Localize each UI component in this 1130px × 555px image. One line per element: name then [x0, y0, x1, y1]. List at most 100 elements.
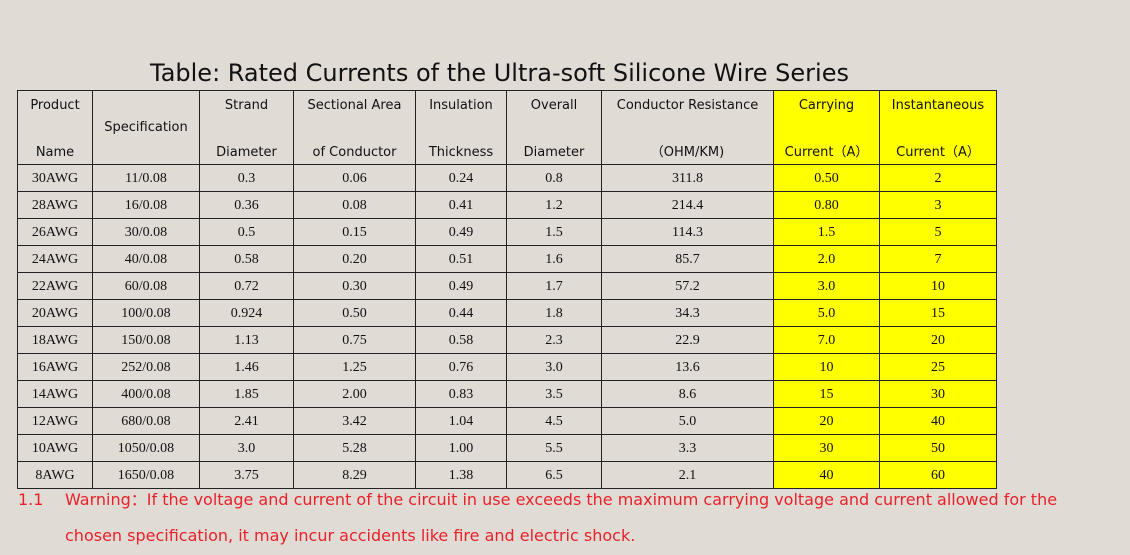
sectional-area-cell: 0.06 — [293, 164, 416, 192]
strand-diameter-cell: 3.0 — [199, 434, 294, 462]
conductor-resistance-cell: 34.3 — [601, 299, 774, 327]
strand-diameter-cell: 1.46 — [199, 353, 294, 381]
insulation-thickness-cell: 0.24 — [415, 164, 507, 192]
carrying-current-cell: 30 — [773, 434, 880, 462]
table-row: 20AWG 100/0.08 0.924 0.50 0.44 1.8 34.3 5.0 15 — [17, 299, 997, 327]
instantaneous-current-cell: 30 — [879, 380, 997, 408]
overall-diameter-cell: 1.7 — [506, 272, 602, 300]
product-name-cell: 12AWG — [17, 407, 93, 435]
header-carrying-current: Carrying Current（A） — [773, 90, 880, 165]
instantaneous-current-cell: 60 — [879, 461, 997, 489]
product-name-cell: 16AWG — [17, 353, 93, 381]
sectional-area-cell: 0.30 — [293, 272, 416, 300]
instantaneous-current-cell: 50 — [879, 434, 997, 462]
insulation-thickness-cell: 0.44 — [415, 299, 507, 327]
header-overall-diameter: Overall Diameter — [506, 90, 602, 165]
insulation-thickness-cell: 0.49 — [415, 272, 507, 300]
sectional-area-cell: 0.20 — [293, 245, 416, 273]
conductor-resistance-cell: 13.6 — [601, 353, 774, 381]
instantaneous-current-cell: 7 — [879, 245, 997, 273]
insulation-thickness-cell: 0.83 — [415, 380, 507, 408]
carrying-current-cell: 3.0 — [773, 272, 880, 300]
insulation-thickness-cell: 0.49 — [415, 218, 507, 246]
header-insulation-thickness: Insulation Thickness — [415, 90, 507, 165]
specification-cell: 400/0.08 — [92, 380, 200, 408]
insulation-thickness-cell: 1.04 — [415, 407, 507, 435]
specification-cell: 1050/0.08 — [92, 434, 200, 462]
strand-diameter-cell: 0.3 — [199, 164, 294, 192]
specification-cell: 680/0.08 — [92, 407, 200, 435]
product-name-cell: 10AWG — [17, 434, 93, 462]
product-name-cell: 20AWG — [17, 299, 93, 327]
instantaneous-current-cell: 3 — [879, 191, 997, 219]
carrying-current-cell: 40 — [773, 461, 880, 489]
product-name-cell: 14AWG — [17, 380, 93, 408]
header-conductor-resistance: Conductor Resistance （OHM/KM) — [601, 90, 774, 165]
overall-diameter-cell: 3.0 — [506, 353, 602, 381]
table-row: 8AWG 1650/0.08 3.75 8.29 1.38 6.5 2.1 40 60 — [17, 461, 997, 489]
sectional-area-cell: 0.75 — [293, 326, 416, 354]
sectional-area-cell: 2.00 — [293, 380, 416, 408]
product-name-cell: 8AWG — [17, 461, 93, 489]
instantaneous-current-cell: 10 — [879, 272, 997, 300]
strand-diameter-cell: 0.72 — [199, 272, 294, 300]
instantaneous-current-cell: 15 — [879, 299, 997, 327]
header-strand-diameter: Strand Diameter — [199, 90, 294, 165]
overall-diameter-cell: 4.5 — [506, 407, 602, 435]
instantaneous-current-cell: 40 — [879, 407, 997, 435]
overall-diameter-cell: 1.5 — [506, 218, 602, 246]
product-name-cell: 18AWG — [17, 326, 93, 354]
conductor-resistance-cell: 5.0 — [601, 407, 774, 435]
overall-diameter-cell: 5.5 — [506, 434, 602, 462]
instantaneous-current-cell: 2 — [879, 164, 997, 192]
strand-diameter-cell: 1.85 — [199, 380, 294, 408]
overall-diameter-cell: 2.3 — [506, 326, 602, 354]
specification-cell: 150/0.08 — [92, 326, 200, 354]
table-body: 30AWG 11/0.08 0.3 0.06 0.24 0.8 311.8 0.50 2 28AW… — [17, 164, 997, 489]
sectional-area-cell: 3.42 — [293, 407, 416, 435]
specification-cell: 11/0.08 — [92, 164, 200, 192]
header-specification: Specification — [92, 90, 200, 165]
instantaneous-current-cell: 20 — [879, 326, 997, 354]
strand-diameter-cell: 0.924 — [199, 299, 294, 327]
table-title: Table: Rated Currents of the Ultra-soft … — [150, 59, 849, 87]
warning-number: 1.1 — [18, 490, 44, 509]
conductor-resistance-cell: 2.1 — [601, 461, 774, 489]
sectional-area-cell: 8.29 — [293, 461, 416, 489]
specification-cell: 40/0.08 — [92, 245, 200, 273]
specification-cell: 252/0.08 — [92, 353, 200, 381]
table-row: 22AWG 60/0.08 0.72 0.30 0.49 1.7 57.2 3.0 10 — [17, 272, 997, 300]
insulation-thickness-cell: 0.41 — [415, 191, 507, 219]
table-row: 30AWG 11/0.08 0.3 0.06 0.24 0.8 311.8 0.50 2 — [17, 164, 997, 192]
product-name-cell: 22AWG — [17, 272, 93, 300]
product-name-cell: 30AWG — [17, 164, 93, 192]
table-row: 12AWG 680/0.08 2.41 3.42 1.04 4.5 5.0 20 40 — [17, 407, 997, 435]
product-name-cell: 26AWG — [17, 218, 93, 246]
table-row: 18AWG 150/0.08 1.13 0.75 0.58 2.3 22.9 7.0 20 — [17, 326, 997, 354]
header-product-name: Product Name — [17, 90, 93, 165]
conductor-resistance-cell: 22.9 — [601, 326, 774, 354]
carrying-current-cell: 15 — [773, 380, 880, 408]
strand-diameter-cell: 2.41 — [199, 407, 294, 435]
overall-diameter-cell: 1.6 — [506, 245, 602, 273]
overall-diameter-cell: 1.2 — [506, 191, 602, 219]
sectional-area-cell: 5.28 — [293, 434, 416, 462]
table-row: 28AWG 16/0.08 0.36 0.08 0.41 1.2 214.4 0.80 3 — [17, 191, 997, 219]
strand-diameter-cell: 0.58 — [199, 245, 294, 273]
product-name-cell: 24AWG — [17, 245, 93, 273]
overall-diameter-cell: 3.5 — [506, 380, 602, 408]
header-sectional-area: Sectional Area of Conductor — [293, 90, 416, 165]
specification-cell: 1650/0.08 — [92, 461, 200, 489]
insulation-thickness-cell: 0.58 — [415, 326, 507, 354]
strand-diameter-cell: 0.36 — [199, 191, 294, 219]
overall-diameter-cell: 1.8 — [506, 299, 602, 327]
table-row: 16AWG 252/0.08 1.46 1.25 0.76 3.0 13.6 10 25 — [17, 353, 997, 381]
header-instantaneous-current: Instantaneous Current（A） — [879, 90, 997, 165]
specification-cell: 16/0.08 — [92, 191, 200, 219]
carrying-current-cell: 10 — [773, 353, 880, 381]
carrying-current-cell: 2.0 — [773, 245, 880, 273]
specification-cell: 60/0.08 — [92, 272, 200, 300]
insulation-thickness-cell: 0.51 — [415, 245, 507, 273]
conductor-resistance-cell: 57.2 — [601, 272, 774, 300]
product-name-cell: 28AWG — [17, 191, 93, 219]
